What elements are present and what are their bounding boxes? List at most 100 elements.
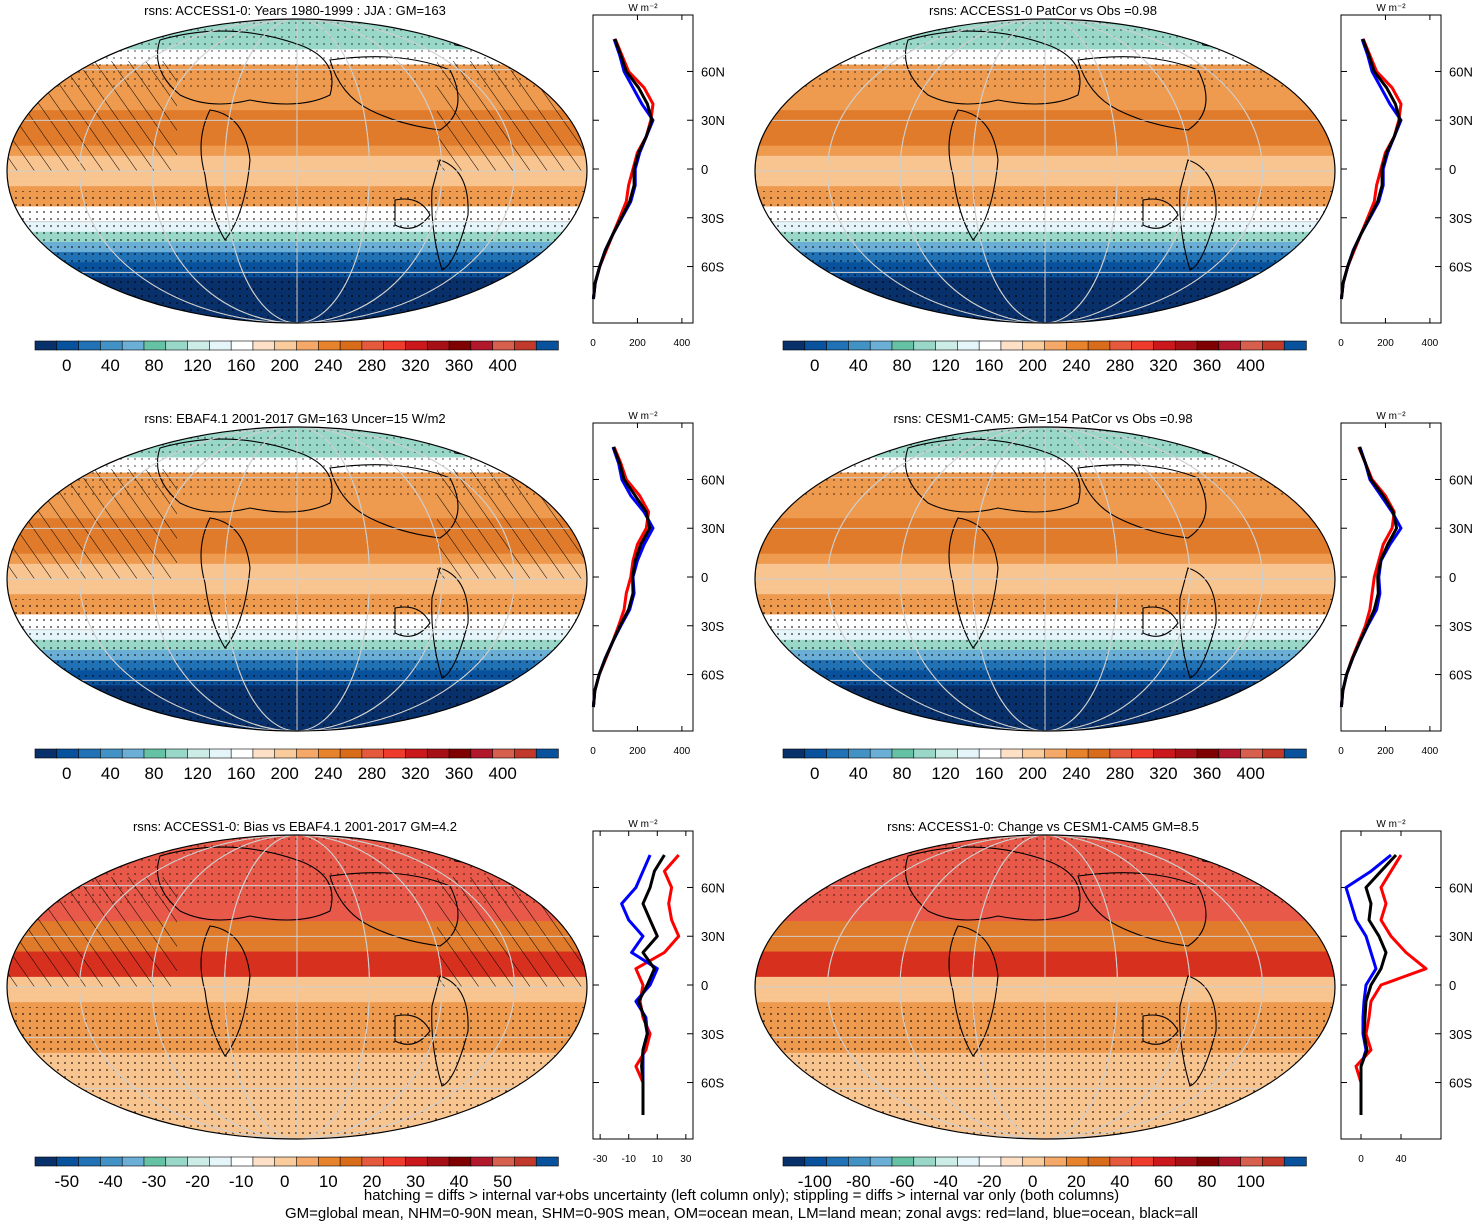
colorbar-swatch xyxy=(1001,1157,1023,1166)
colorbar-swatch xyxy=(231,341,253,350)
colorbar-swatch xyxy=(936,1157,958,1166)
colorbar-swatch xyxy=(1197,1157,1219,1166)
x-tick-label: 200 xyxy=(1377,338,1394,349)
colorbar-tick-label: 160 xyxy=(227,356,255,375)
colorbar-swatch xyxy=(805,341,827,350)
colorbar-swatch xyxy=(362,749,384,758)
colorbar-tick-label: 400 xyxy=(1236,356,1264,375)
colorbar-swatch xyxy=(275,341,297,350)
colorbar-tick-label: 80 xyxy=(892,764,911,783)
colorbar-tick-label: 80 xyxy=(144,356,163,375)
colorbar-swatch xyxy=(1284,749,1306,758)
colorbar-tick-label: 360 xyxy=(445,356,473,375)
colorbar-swatch xyxy=(384,341,406,350)
lat-tick-label: 30S xyxy=(1449,619,1472,634)
zonal-unit-label: W m⁻² xyxy=(1376,819,1406,830)
colorbar-swatch xyxy=(427,749,449,758)
x-tick-label: 30 xyxy=(680,1154,692,1165)
colorbar-swatch xyxy=(536,1157,558,1166)
lat-tick-label: 30N xyxy=(701,113,725,128)
colorbar-swatch xyxy=(870,341,892,350)
colorbar-swatch xyxy=(1241,341,1263,350)
x-tick-label: 400 xyxy=(1422,746,1439,757)
colorbar-swatch xyxy=(892,1157,914,1166)
colorbar-swatch xyxy=(253,341,275,350)
colorbar-swatch xyxy=(1219,341,1241,350)
lat-tick-label: 60N xyxy=(1449,880,1473,895)
colorbar-tick-label: 240 xyxy=(1062,764,1090,783)
map-field xyxy=(755,835,1335,1140)
colorbar-tick-label: 40 xyxy=(849,356,868,375)
colorbar-swatch xyxy=(1001,341,1023,350)
colorbar-swatch xyxy=(188,341,210,350)
colorbar-swatch xyxy=(340,749,362,758)
colorbar-swatch xyxy=(231,749,253,758)
colorbar-swatch xyxy=(427,341,449,350)
colorbar-swatch xyxy=(1153,1157,1175,1166)
colorbar-swatch xyxy=(536,341,558,350)
colorbar-tick-label: 200 xyxy=(271,356,299,375)
lat-tick-label: 60S xyxy=(701,668,724,683)
colorbar-swatch xyxy=(35,1157,57,1166)
colorbar-swatch xyxy=(1045,341,1067,350)
colorbar-swatch xyxy=(827,749,849,758)
colorbar-swatch xyxy=(1153,341,1175,350)
x-tick-label: 400 xyxy=(674,338,691,349)
lat-tick-label: 30S xyxy=(1449,211,1472,226)
zonal-plot-frame xyxy=(1341,423,1441,731)
hatching xyxy=(437,469,587,579)
colorbar-swatch xyxy=(514,341,536,350)
lat-tick-label: 60N xyxy=(701,64,725,79)
colorbar-swatch xyxy=(340,341,362,350)
colorbar-tick-label: 400 xyxy=(488,356,516,375)
colorbar-swatch xyxy=(1023,749,1045,758)
panel-p3: rsns: EBAF4.1 2001-2017 GM=163 Uncer=15 … xyxy=(0,408,735,803)
colorbar-swatch xyxy=(1175,1157,1197,1166)
colorbar-swatch xyxy=(827,341,849,350)
x-tick-label: 0 xyxy=(1338,338,1344,349)
colorbar-tick-label: 360 xyxy=(1193,356,1221,375)
colorbar-tick-label: 40 xyxy=(101,356,120,375)
colorbar-swatch xyxy=(1284,1157,1306,1166)
x-tick-label: -10 xyxy=(621,1154,636,1165)
colorbar-swatch xyxy=(405,341,427,350)
colorbar-swatch xyxy=(100,1157,122,1166)
colorbar-swatch xyxy=(57,341,79,350)
hatching xyxy=(7,877,177,987)
colorbar-swatch xyxy=(1132,749,1154,758)
colorbar-swatch xyxy=(892,749,914,758)
colorbar-swatch xyxy=(493,341,515,350)
colorbar-swatch xyxy=(957,749,979,758)
panel-p4: rsns: CESM1-CAM5: GM=154 PatCor vs Obs =… xyxy=(748,408,1483,803)
x-tick-label: 400 xyxy=(674,746,691,757)
colorbar-swatch xyxy=(1175,341,1197,350)
colorbar-swatch xyxy=(231,1157,253,1166)
colorbar-swatch xyxy=(957,1157,979,1166)
x-tick-label: 200 xyxy=(1377,746,1394,757)
colorbar-tick-label: 120 xyxy=(183,764,211,783)
colorbar-tick-label: 360 xyxy=(445,764,473,783)
lat-tick-label: 30N xyxy=(1449,113,1473,128)
colorbar-swatch xyxy=(79,1157,101,1166)
colorbar-swatch xyxy=(1219,1157,1241,1166)
x-tick-label: 10 xyxy=(652,1154,664,1165)
lat-tick-label: 30S xyxy=(701,211,724,226)
colorbar-swatch xyxy=(362,1157,384,1166)
colorbar-swatch xyxy=(892,341,914,350)
colorbar-swatch xyxy=(188,1157,210,1166)
colorbar-swatch xyxy=(297,749,319,758)
colorbar-tick-label: 80 xyxy=(892,356,911,375)
x-tick-label: 0 xyxy=(590,338,596,349)
colorbar-tick-label: 80 xyxy=(144,764,163,783)
colorbar-swatch xyxy=(1153,749,1175,758)
colorbar-swatch xyxy=(514,749,536,758)
colorbar-swatch xyxy=(340,1157,362,1166)
colorbar-swatch xyxy=(144,749,166,758)
colorbar-swatch xyxy=(1045,1157,1067,1166)
colorbar-tick-label: 160 xyxy=(975,356,1003,375)
colorbar-swatch xyxy=(870,1157,892,1166)
lat-tick-label: 30N xyxy=(1449,521,1473,536)
